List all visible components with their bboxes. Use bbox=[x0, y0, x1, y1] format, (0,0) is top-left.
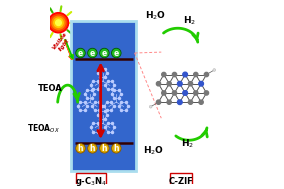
Circle shape bbox=[54, 18, 63, 27]
Circle shape bbox=[178, 81, 182, 86]
Text: h: h bbox=[90, 144, 95, 153]
Circle shape bbox=[149, 105, 152, 108]
Circle shape bbox=[194, 91, 198, 95]
Text: e: e bbox=[102, 49, 107, 57]
Text: H$_2$O: H$_2$O bbox=[145, 9, 166, 22]
Circle shape bbox=[162, 72, 166, 77]
Circle shape bbox=[100, 144, 109, 153]
Text: TEOA: TEOA bbox=[37, 84, 62, 93]
Circle shape bbox=[52, 16, 65, 29]
FancyBboxPatch shape bbox=[170, 173, 193, 189]
Circle shape bbox=[204, 91, 208, 95]
Circle shape bbox=[188, 82, 193, 86]
Text: C-ZIF: C-ZIF bbox=[169, 177, 193, 186]
Circle shape bbox=[199, 100, 203, 104]
Text: H$_2$: H$_2$ bbox=[183, 15, 196, 27]
Circle shape bbox=[167, 100, 171, 104]
Circle shape bbox=[112, 144, 121, 153]
Circle shape bbox=[50, 14, 67, 31]
Circle shape bbox=[167, 82, 171, 86]
FancyBboxPatch shape bbox=[71, 21, 137, 171]
Circle shape bbox=[172, 91, 177, 95]
Circle shape bbox=[194, 72, 198, 77]
Circle shape bbox=[188, 100, 193, 104]
Circle shape bbox=[48, 13, 68, 33]
Circle shape bbox=[172, 72, 177, 77]
Circle shape bbox=[204, 72, 208, 77]
Text: TEOA$_{OX}$: TEOA$_{OX}$ bbox=[28, 123, 60, 136]
Circle shape bbox=[183, 72, 187, 77]
Circle shape bbox=[183, 91, 187, 95]
Circle shape bbox=[213, 69, 216, 71]
Text: h: h bbox=[114, 144, 119, 153]
Circle shape bbox=[162, 91, 166, 95]
FancyBboxPatch shape bbox=[76, 173, 106, 189]
Text: e: e bbox=[114, 49, 119, 57]
Circle shape bbox=[199, 81, 203, 86]
Text: g-C$_3$N$_4$: g-C$_3$N$_4$ bbox=[75, 175, 107, 188]
Text: h: h bbox=[78, 144, 83, 153]
Circle shape bbox=[178, 100, 182, 105]
Circle shape bbox=[88, 48, 97, 58]
Text: H$_2$: H$_2$ bbox=[181, 138, 195, 150]
Circle shape bbox=[112, 48, 121, 58]
Circle shape bbox=[156, 82, 161, 86]
Text: e: e bbox=[78, 49, 83, 57]
Circle shape bbox=[56, 20, 61, 26]
Text: h: h bbox=[102, 144, 107, 153]
Text: e: e bbox=[90, 49, 95, 57]
Text: Visible
light: Visible light bbox=[51, 31, 73, 54]
Circle shape bbox=[156, 100, 161, 104]
Circle shape bbox=[76, 48, 85, 58]
Circle shape bbox=[88, 144, 97, 153]
Circle shape bbox=[100, 48, 109, 58]
Text: H$_2$O: H$_2$O bbox=[143, 145, 164, 157]
Circle shape bbox=[76, 144, 85, 153]
